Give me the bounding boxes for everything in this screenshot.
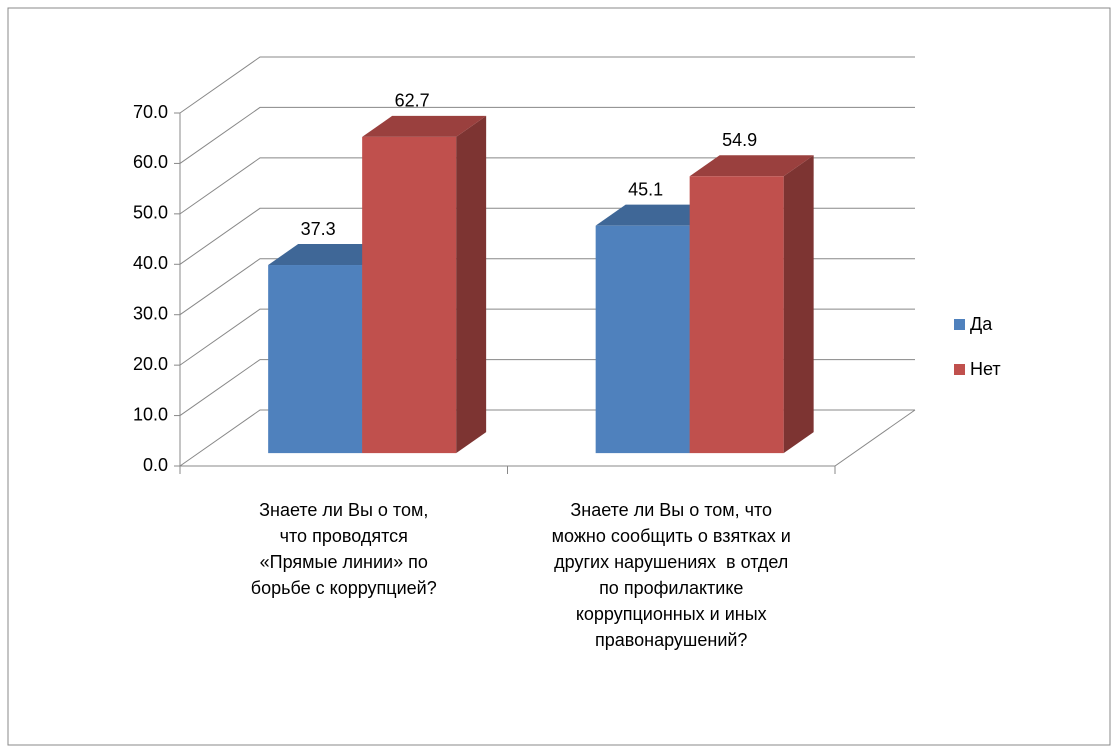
bar — [689, 176, 784, 454]
legend-label: Да — [970, 314, 993, 334]
y-tick-label: 50.0 — [133, 203, 168, 223]
chart-border — [7, 7, 1111, 746]
legend-label: Нет — [970, 359, 1001, 379]
legend-swatch — [954, 319, 965, 330]
grid-line — [179, 106, 915, 164]
bar — [362, 136, 457, 454]
value-label: 62.7 — [395, 91, 430, 111]
y-tick-label: 20.0 — [133, 354, 168, 374]
value-label: 54.9 — [722, 130, 757, 150]
y-tick-label: 60.0 — [133, 152, 168, 172]
x-tick-label: Знаете ли Вы о том, что проводятся «Прям… — [250, 500, 437, 598]
bar-top — [595, 204, 720, 226]
value-label: 37.3 — [301, 219, 336, 239]
bar-side — [456, 115, 487, 454]
y-tick-label: 70.0 — [133, 102, 168, 122]
grid-line — [179, 157, 915, 215]
y-tick-label: 40.0 — [133, 253, 168, 273]
grid-line — [179, 56, 915, 114]
y-tick-label: 0.0 — [143, 455, 168, 475]
y-tick-label: 10.0 — [133, 404, 168, 424]
bar — [268, 265, 363, 454]
bar-top — [268, 244, 393, 266]
x-tick-label: Знаете ли Вы о том, что можно сообщить о… — [551, 500, 791, 650]
bar-side — [783, 155, 814, 454]
value-label: 45.1 — [628, 179, 663, 199]
bar — [595, 225, 690, 454]
y-tick-label: 30.0 — [133, 303, 168, 323]
bar-top — [362, 115, 487, 137]
bar-top — [689, 155, 814, 177]
legend-swatch — [954, 364, 965, 375]
